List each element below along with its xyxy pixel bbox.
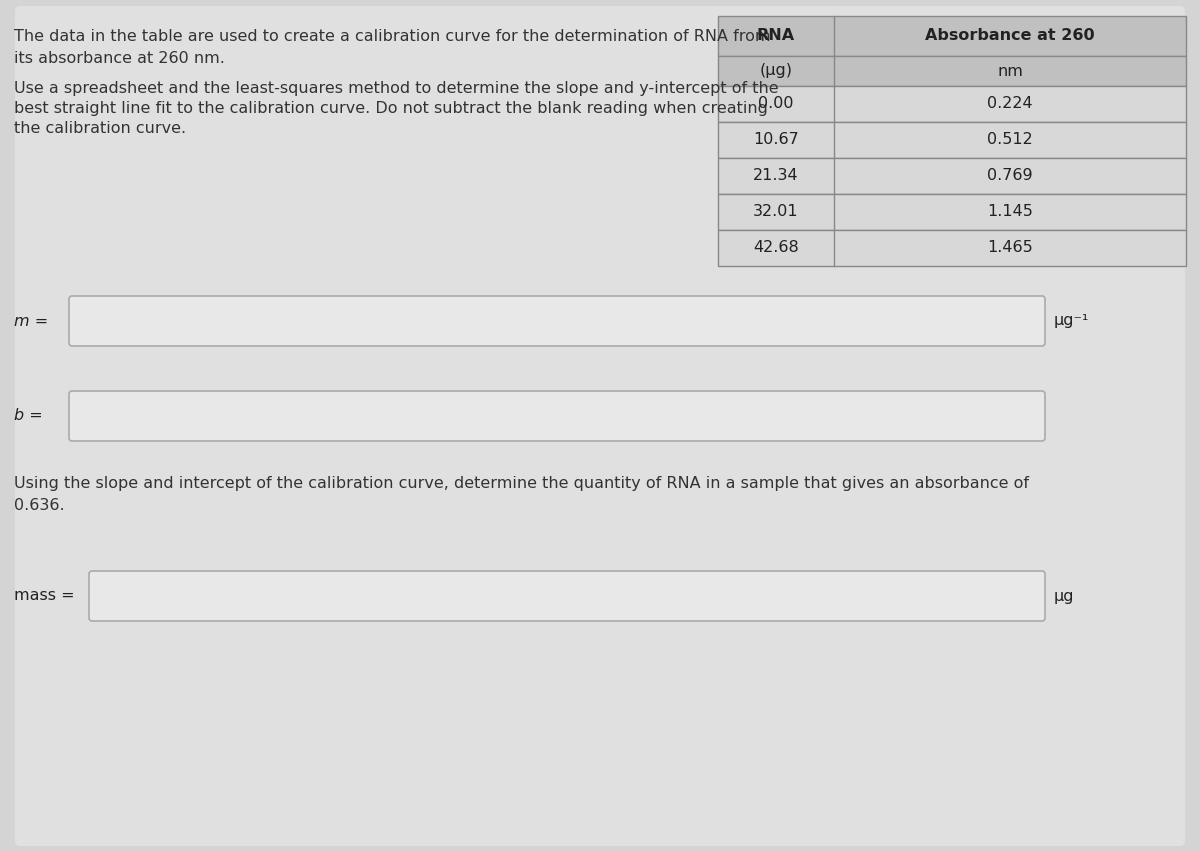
Text: 0.512: 0.512 <box>988 133 1033 147</box>
Text: the calibration curve.: the calibration curve. <box>14 121 186 136</box>
Text: RNA: RNA <box>757 28 796 43</box>
FancyBboxPatch shape <box>89 571 1045 621</box>
Text: Use a spreadsheet and the least-squares method to determine the slope and y-inte: Use a spreadsheet and the least-squares … <box>14 81 779 96</box>
Text: 32.01: 32.01 <box>754 204 799 220</box>
FancyBboxPatch shape <box>718 56 1186 86</box>
Text: Using the slope and intercept of the calibration curve, determine the quantity o: Using the slope and intercept of the cal… <box>14 476 1030 491</box>
FancyBboxPatch shape <box>70 391 1045 441</box>
FancyBboxPatch shape <box>718 122 1186 158</box>
Text: 1.145: 1.145 <box>988 204 1033 220</box>
FancyBboxPatch shape <box>14 6 1186 846</box>
Text: 0.769: 0.769 <box>988 168 1033 184</box>
Text: µg: µg <box>1054 589 1074 603</box>
Text: its absorbance at 260 nm.: its absorbance at 260 nm. <box>14 51 224 66</box>
FancyBboxPatch shape <box>718 230 1186 266</box>
FancyBboxPatch shape <box>718 86 1186 122</box>
FancyBboxPatch shape <box>718 16 1186 56</box>
Text: 0.224: 0.224 <box>988 96 1033 111</box>
Text: best straight line fit to the calibration curve. Do not subtract the blank readi: best straight line fit to the calibratio… <box>14 101 768 116</box>
Text: 0.636.: 0.636. <box>14 498 65 513</box>
FancyBboxPatch shape <box>70 296 1045 346</box>
Text: The data in the table are used to create a calibration curve for the determinati: The data in the table are used to create… <box>14 29 770 44</box>
Text: 1.465: 1.465 <box>988 241 1033 255</box>
Text: nm: nm <box>997 64 1022 78</box>
Text: 10.67: 10.67 <box>754 133 799 147</box>
FancyBboxPatch shape <box>718 158 1186 194</box>
Text: 0.00: 0.00 <box>758 96 793 111</box>
Text: 42.68: 42.68 <box>754 241 799 255</box>
Text: (µg): (µg) <box>760 64 792 78</box>
Text: mass =: mass = <box>14 589 74 603</box>
FancyBboxPatch shape <box>718 194 1186 230</box>
Text: µg⁻¹: µg⁻¹ <box>1054 313 1090 328</box>
Text: m =: m = <box>14 313 48 328</box>
Text: Absorbance at 260: Absorbance at 260 <box>925 28 1094 43</box>
Text: b =: b = <box>14 408 43 424</box>
Text: 21.34: 21.34 <box>754 168 799 184</box>
